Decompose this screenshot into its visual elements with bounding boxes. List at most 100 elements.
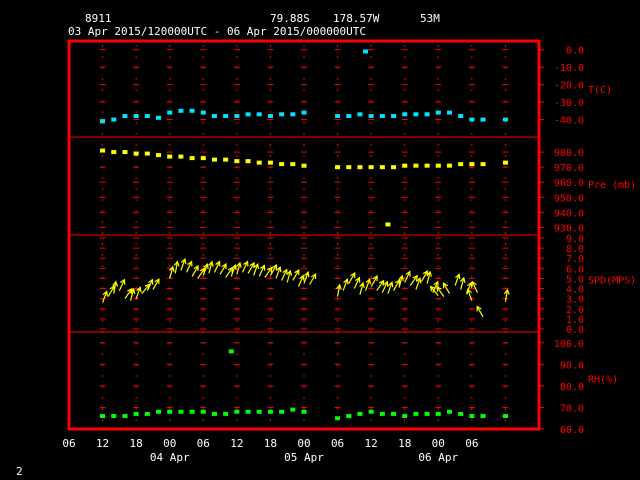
data-point <box>357 411 363 416</box>
data-point <box>111 414 117 419</box>
wind-arrow <box>471 280 478 293</box>
y-tick-label: 1.0 <box>566 315 584 326</box>
wind-arrow <box>409 274 418 286</box>
wind-arrow <box>180 257 187 271</box>
data-point <box>368 114 374 119</box>
data-point <box>480 162 486 167</box>
data-point <box>402 414 408 419</box>
y-tick-label: 930.0 <box>554 223 584 234</box>
wind-arrow <box>503 288 510 302</box>
data-point <box>133 151 139 156</box>
y-tick-label: 5.0 <box>566 274 584 285</box>
data-point <box>424 112 430 117</box>
data-point <box>256 160 262 165</box>
y-tick-label: 8.0 <box>566 244 584 255</box>
data-point <box>167 409 173 414</box>
wind-arrow <box>404 270 411 283</box>
wind-arrow <box>168 265 175 279</box>
page-number: 2 <box>16 465 23 478</box>
data-point <box>290 162 296 167</box>
wind-arrow <box>118 278 126 291</box>
y-tick-label: 70.0 <box>560 403 584 414</box>
panel-2: 980.0 970.0 960.0 950.0 940.0 930.0 Pre (mb) <box>99 148 636 234</box>
data-point <box>368 165 374 170</box>
data-point <box>100 414 106 419</box>
data-point <box>357 112 363 117</box>
data-point <box>480 414 486 419</box>
wind-arrow <box>364 278 371 291</box>
data-point <box>385 222 391 227</box>
data-point <box>502 414 508 419</box>
data-point <box>391 411 397 416</box>
data-point <box>200 156 206 161</box>
wind-arrow <box>146 278 154 291</box>
wind-arrow <box>454 273 461 286</box>
x-tick-label: 06 <box>197 437 210 450</box>
wind-arrow <box>376 279 385 291</box>
y-tick-label: 960.0 <box>554 178 584 189</box>
y-tick-label: 2.0 <box>566 305 584 316</box>
data-point <box>111 150 117 155</box>
wind-arrow <box>241 260 249 273</box>
data-point <box>301 163 307 168</box>
data-point <box>122 114 128 119</box>
data-point <box>122 150 128 155</box>
x-tick-label: 06 <box>331 437 344 450</box>
wind-arrow <box>269 263 278 276</box>
data-point <box>245 409 251 414</box>
data-point <box>267 409 273 414</box>
wind-arrow <box>393 279 401 291</box>
data-point <box>446 163 452 168</box>
wind-arrow <box>381 280 389 293</box>
wind-arrow <box>459 276 466 290</box>
data-point <box>189 156 195 161</box>
data-point <box>335 165 341 170</box>
axis-label-y: Pre (mb) <box>588 180 636 191</box>
data-point <box>167 154 173 159</box>
y-tick-label: 980.0 <box>554 148 584 159</box>
data-point <box>502 160 508 165</box>
data-point <box>223 114 229 119</box>
data-point <box>100 148 106 153</box>
wind-arrow <box>173 260 180 274</box>
wind-arrow <box>286 269 293 283</box>
data-point <box>267 160 273 165</box>
wind-arrow <box>107 285 115 297</box>
x-day-label: 04 Apr <box>150 451 190 464</box>
station-id: 8911 <box>85 12 112 25</box>
data-point <box>156 409 162 414</box>
data-point <box>469 162 475 167</box>
data-point <box>379 411 385 416</box>
y-tick-label: 90.0 <box>560 360 584 371</box>
data-point <box>279 409 285 414</box>
wind-arrow <box>309 273 317 285</box>
data-point <box>290 112 296 117</box>
x-tick-label: 18 <box>398 437 411 450</box>
data-point <box>402 112 408 117</box>
data-point <box>458 114 464 119</box>
data-point <box>279 162 285 167</box>
wind-arrow <box>292 268 300 281</box>
x-day-label: 06 Apr <box>418 451 458 464</box>
x-tick-label: 12 <box>230 437 243 450</box>
wind-arrow <box>124 287 133 300</box>
data-point <box>502 117 508 122</box>
data-point <box>234 409 240 414</box>
wind-arrow <box>359 281 365 295</box>
wind-arrow <box>264 266 273 278</box>
data-point <box>458 162 464 167</box>
x-tick-label: 00 <box>163 437 176 450</box>
data-point <box>245 159 251 164</box>
wind-arrow <box>353 276 361 289</box>
data-point <box>335 416 341 421</box>
data-point <box>267 114 273 119</box>
wind-arrow <box>336 283 342 297</box>
data-point <box>435 163 441 168</box>
wind-arrow <box>442 282 450 294</box>
x-tick-label: 06 <box>62 437 75 450</box>
data-point <box>480 117 486 122</box>
wind-arrow <box>466 288 473 301</box>
data-point <box>200 110 206 115</box>
wind-arrow <box>398 274 404 288</box>
